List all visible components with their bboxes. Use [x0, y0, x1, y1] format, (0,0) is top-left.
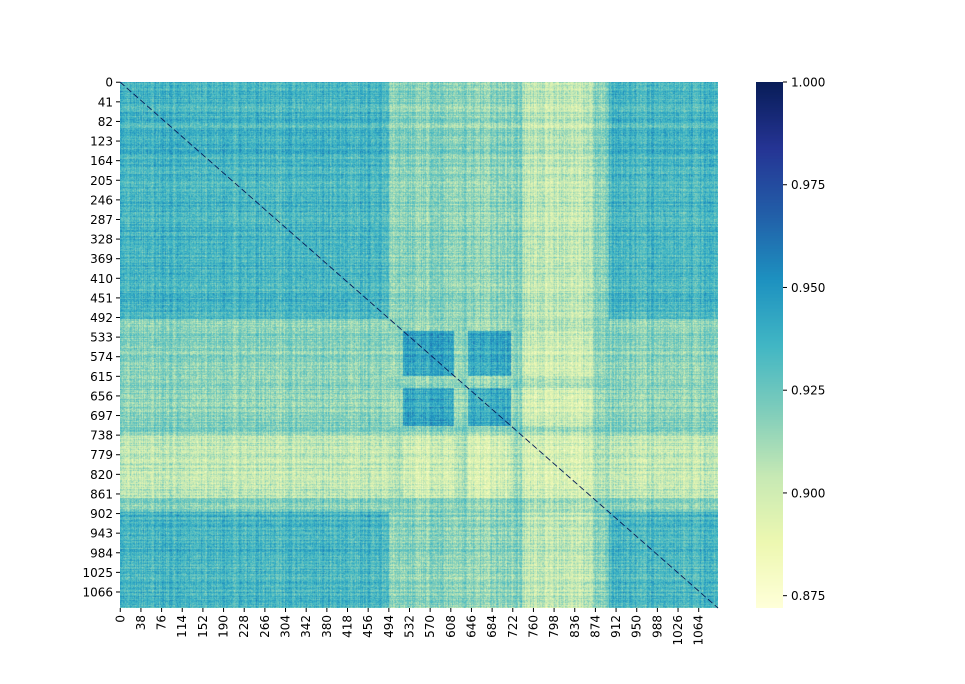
- x-tick-label: 798: [547, 615, 561, 638]
- x-tick-label: 950: [630, 615, 644, 638]
- y-tick-label: 615: [90, 370, 113, 384]
- diagonal-mark: [119, 81, 719, 609]
- y-tick-label: 328: [90, 233, 113, 247]
- y-tick-label: 41: [98, 95, 113, 109]
- y-tick-label: 533: [90, 331, 113, 345]
- x-tick-label: 1064: [692, 615, 706, 646]
- y-tick-label: 0: [105, 76, 113, 90]
- y-tick-label: 984: [90, 546, 113, 560]
- y-tick-label: 943: [90, 527, 113, 541]
- colorbar-tick-label: 1.000: [791, 76, 825, 90]
- y-tick-label: 164: [90, 154, 113, 168]
- y-tick-label: 82: [98, 115, 113, 129]
- y-tick-label: 123: [90, 135, 113, 149]
- x-tick-label: 646: [464, 615, 478, 638]
- colorbar-tick-label: 0.925: [791, 384, 825, 398]
- x-tick-label: 532: [402, 615, 416, 638]
- x-tick-label: 380: [320, 615, 334, 638]
- y-tick-label: 1066: [82, 585, 113, 599]
- x-tick-label: 266: [258, 615, 272, 638]
- x-tick-label: 760: [526, 615, 540, 638]
- x-tick-label: 152: [196, 615, 210, 638]
- y-tick-label: 287: [90, 213, 113, 227]
- colorbar-tick-label: 0.875: [791, 589, 825, 603]
- y-tick-label: 574: [90, 350, 113, 364]
- x-tick-label: 912: [609, 615, 623, 638]
- x-tick-label: 988: [650, 615, 664, 638]
- colorbar: [756, 82, 783, 608]
- colorbar-axis: 0.875 0.900 0.925 0.950 0.975 1.000: [783, 76, 825, 603]
- y-tick-label: 451: [90, 291, 113, 305]
- x-tick-label: 228: [237, 615, 251, 638]
- x-tick-label: 342: [299, 615, 313, 638]
- colorbar-gradient: [756, 82, 783, 608]
- x-tick-label: 494: [382, 615, 396, 638]
- y-tick-label: 902: [90, 507, 113, 521]
- x-tick-label: 722: [506, 615, 520, 638]
- diagonal-line: [119, 81, 719, 609]
- y-tick-label: 779: [90, 448, 113, 462]
- colorbar-tick-label: 0.975: [791, 178, 825, 192]
- colorbar-tick-label: 0.900: [791, 486, 825, 500]
- y-tick-label: 492: [90, 311, 113, 325]
- y-tick-label: 820: [90, 468, 113, 482]
- x-tick-label: 1026: [671, 615, 685, 646]
- x-tick-label: 190: [217, 615, 231, 638]
- x-tick-label: 684: [485, 615, 499, 638]
- x-tick-label: 608: [444, 615, 458, 638]
- x-tick-label: 874: [588, 615, 602, 638]
- x-tick-label: 570: [423, 615, 437, 638]
- x-tick-label: 304: [279, 615, 293, 638]
- y-tick-label: 861: [90, 487, 113, 501]
- y-tick-label: 656: [90, 389, 113, 403]
- y-tick-label: 410: [90, 272, 113, 286]
- x-tick-label: 114: [175, 615, 189, 638]
- x-tick-label: 0: [113, 615, 127, 623]
- y-tick-label: 246: [90, 193, 113, 207]
- x-tick-label: 418: [341, 615, 355, 638]
- y-tick-label: 697: [90, 409, 113, 423]
- y-tick-label: 738: [90, 429, 113, 443]
- x-tick-label: 456: [361, 615, 375, 638]
- x-tick-label: 38: [134, 615, 148, 630]
- y-tick-label: 205: [90, 174, 113, 188]
- x-tick-label: 76: [155, 615, 169, 630]
- y-tick-label: 369: [90, 252, 113, 266]
- x-tick-label: 836: [568, 615, 582, 638]
- y-tick-label: 1025: [82, 566, 113, 580]
- x-axis: 0 38 76 114 152 190 228 266 304 342 380 418 456 494 53…: [113, 608, 706, 646]
- y-axis: 0 41 82 123 164 205 246 287 328 369 410 451 492 533 57…: [82, 76, 120, 599]
- colorbar-tick-label: 0.950: [791, 281, 825, 295]
